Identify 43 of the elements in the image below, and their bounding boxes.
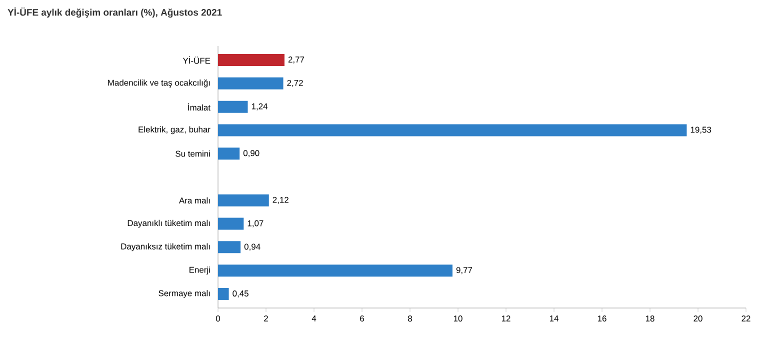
data-label: 1,07 [248, 220, 264, 228]
x-tick-label: 14 [550, 316, 558, 322]
bar [218, 100, 248, 113]
x-tick-label: 2 [264, 316, 268, 322]
data-label: 0,94 [244, 244, 260, 251]
y-tick-label: Enerji [190, 266, 210, 275]
data-label: 2,12 [272, 196, 288, 204]
y-tick-label: Madencilik ve taş ocakcılığı [108, 79, 210, 88]
bar [218, 288, 229, 300]
bar [218, 124, 687, 136]
data-label: 19,53 [690, 126, 712, 134]
bar [218, 77, 284, 90]
x-tick-label: 6 [360, 316, 364, 322]
bar [218, 148, 240, 160]
data-label: 9,77 [456, 267, 472, 274]
bar [218, 194, 269, 206]
y-tick-label: Su temini [176, 150, 210, 157]
y-tick-label: Dayanıksız tüketim malı [121, 243, 210, 252]
x-tick-label: 12 [502, 316, 510, 322]
bar [218, 218, 244, 230]
x-tick-label: 10 [454, 316, 462, 322]
y-tick-label: Yİ-ÜFE [182, 56, 210, 64]
x-tick-label: 22 [742, 316, 750, 322]
x-tick-label: 16 [598, 316, 606, 322]
bar [218, 241, 241, 254]
text: Yİ-ÜFE aylık değişim oranları (%), Ağustos 2021 [8, 8, 222, 18]
x-tick-label: 4 [312, 316, 316, 322]
y-tick-label: Ara malı [178, 197, 210, 204]
x-tick-label: 18 [646, 316, 654, 322]
x-tick-label: 8 [408, 316, 412, 322]
data-label: 1,24 [252, 103, 268, 110]
bar [218, 264, 452, 277]
data-label: 2,72 [287, 80, 303, 87]
y-tick-label: Dayanıklı tüketim malı [128, 220, 210, 228]
data-label: 0,45 [232, 290, 248, 298]
data-label: 0,90 [243, 150, 260, 158]
y-tick-label: Sermaye malı [158, 290, 210, 298]
y-tick-label: Elektrik, gaz, buhar [138, 126, 210, 134]
data-label: 2,77 [288, 56, 304, 64]
x-tick-label: 20 [694, 316, 702, 322]
y-tick-label: İmalat [188, 103, 210, 111]
bar [218, 54, 284, 66]
x-tick-label: 0 [216, 316, 220, 322]
